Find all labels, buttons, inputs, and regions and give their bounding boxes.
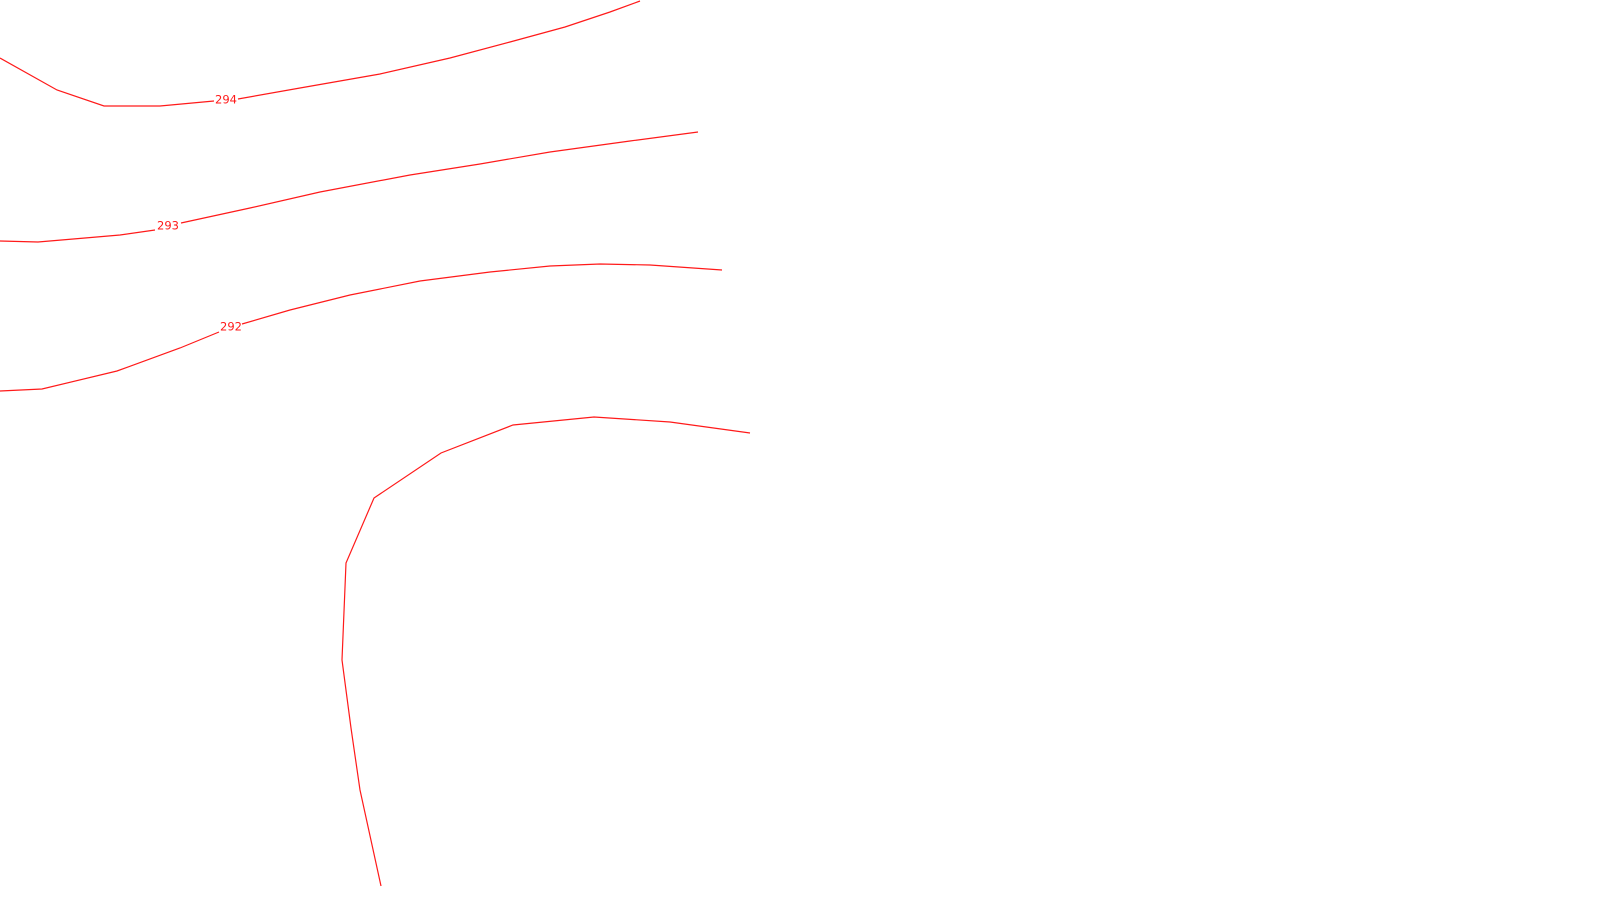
- contour-line-292: [0, 331, 220, 392]
- contour-line-unlabeled: [341, 416, 751, 887]
- contour-line-292: [241, 263, 723, 325]
- contour-line-294: [237, 0, 641, 100]
- contour-line-293: [180, 131, 699, 224]
- contour-label-293: 293: [157, 219, 179, 233]
- contour-line-293: [0, 229, 156, 243]
- contour-292: 292: [0, 263, 723, 392]
- contour-unlabeled: [341, 416, 751, 887]
- contour-293: 293: [0, 131, 699, 243]
- contour-294: 294: [0, 0, 641, 107]
- contour-line-294: [0, 57, 215, 107]
- contour-label-292: 292: [220, 320, 242, 334]
- contour-label-294: 294: [215, 93, 237, 107]
